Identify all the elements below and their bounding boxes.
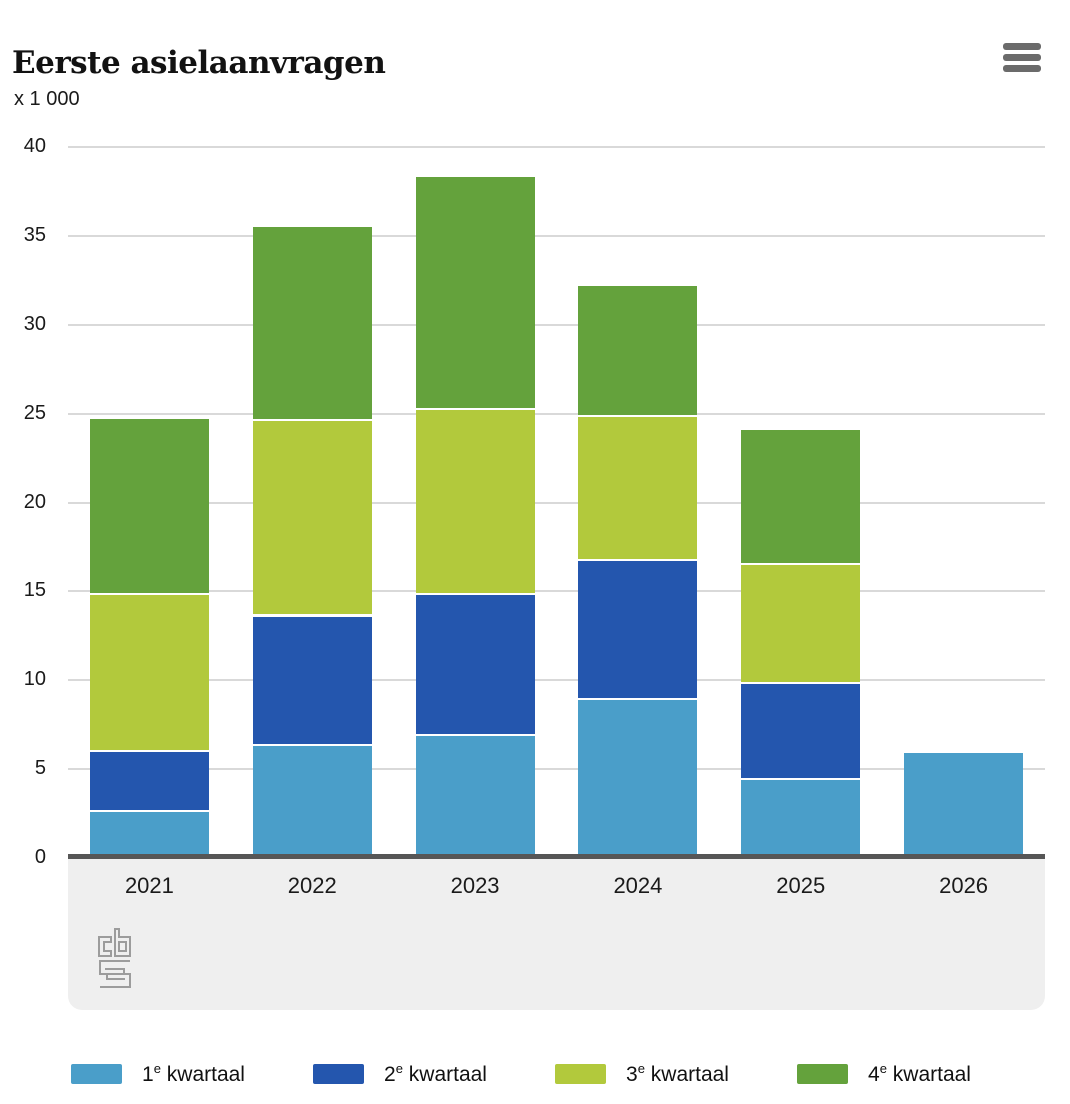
bar-segment[interactable] <box>89 810 209 858</box>
legend-item-kwartaal-3[interactable]: 3e kwartaal <box>555 1052 797 1096</box>
legend-item-kwartaal-4[interactable]: 4e kwartaal <box>797 1052 1039 1096</box>
y-axis-tick-label: 10 <box>23 668 46 691</box>
y-axis-tick-label: 40 <box>23 135 46 157</box>
bar-segment[interactable] <box>415 408 535 594</box>
legend-swatch <box>555 1064 606 1084</box>
legend-label: 3e kwartaal <box>626 1061 729 1086</box>
bar-segment[interactable] <box>415 177 535 409</box>
gridline <box>68 146 1045 148</box>
bar-segment[interactable] <box>252 227 372 419</box>
bar-segment[interactable] <box>415 593 535 734</box>
hamburger-bar <box>1003 65 1041 72</box>
hamburger-bar <box>1003 43 1041 50</box>
gridline <box>68 679 1045 682</box>
plot-area <box>68 146 1045 858</box>
legend-label: 4e kwartaal <box>868 1061 971 1086</box>
bar-segment[interactable] <box>741 778 861 858</box>
gridline <box>68 501 1045 504</box>
bar-segment[interactable] <box>578 698 698 858</box>
chart-legend: 1e kwartaal 2e kwartaal 3e kwartaal 4e kwar… <box>0 1052 1070 1096</box>
y-axis-tick-label: 15 <box>23 579 46 602</box>
x-axis-line <box>68 854 1045 859</box>
bar-segment[interactable] <box>89 749 209 811</box>
y-axis-tick-label: 5 <box>34 757 46 780</box>
x-axis-band: 2021 2022 2023 2024 2025 2026 <box>68 859 1045 1010</box>
bar-segment[interactable] <box>741 562 861 683</box>
bar-segment[interactable] <box>252 418 372 615</box>
x-axis-tick-label: 2026 <box>939 873 989 898</box>
bar-segment[interactable] <box>89 593 209 750</box>
x-axis-tick-label: 2025 <box>776 873 826 898</box>
bar-segment[interactable] <box>415 733 535 858</box>
bar-2023 <box>415 147 535 858</box>
legend-label: 1e kwartaal <box>142 1061 245 1086</box>
hamburger-menu-icon[interactable] <box>1003 43 1041 75</box>
gridline <box>68 323 1045 326</box>
bar-segment[interactable] <box>578 559 698 699</box>
gridline <box>68 590 1045 593</box>
bar-segment[interactable] <box>741 429 861 563</box>
bar-2022 <box>252 147 372 858</box>
gridline <box>68 412 1045 415</box>
cbs-logo <box>98 928 131 988</box>
legend-swatch <box>313 1064 364 1084</box>
y-axis-unit-label: x 1 000 <box>14 88 80 110</box>
y-axis-tick-label: 0 <box>34 846 46 868</box>
bar-segment[interactable] <box>89 418 209 594</box>
gridline <box>68 768 1045 771</box>
y-axis-tick-label: 30 <box>23 312 46 335</box>
x-axis-tick-label: 2024 <box>613 873 663 898</box>
legend-swatch <box>797 1064 848 1084</box>
x-axis-tick-label: 2021 <box>124 873 174 898</box>
legend-swatch <box>71 1064 122 1084</box>
bar-2025 <box>741 147 861 858</box>
legend-label: 2e kwartaal <box>384 1061 487 1086</box>
gridline <box>68 234 1045 237</box>
bar-segment[interactable] <box>741 682 861 779</box>
bar-2021 <box>89 147 209 858</box>
hamburger-bar <box>1003 54 1041 61</box>
x-axis-tick-label: 2023 <box>450 873 500 898</box>
y-axis-tick-label: 25 <box>23 401 46 424</box>
chart-title: Eerste asielaanvragen <box>12 44 386 81</box>
bar-2026 <box>904 147 1024 858</box>
bar-segment[interactable] <box>252 744 372 858</box>
x-axis-tick-label: 2022 <box>287 873 337 898</box>
bar-segment[interactable] <box>252 614 372 745</box>
bar-segment[interactable] <box>578 415 698 560</box>
y-axis-tick-label: 35 <box>23 223 46 246</box>
bar-2024 <box>578 147 698 858</box>
legend-item-kwartaal-1[interactable]: 1e kwartaal <box>71 1052 313 1096</box>
bar-segment[interactable] <box>578 285 698 416</box>
legend-item-kwartaal-2[interactable]: 2e kwartaal <box>313 1052 555 1096</box>
bar-segment[interactable] <box>904 753 1024 858</box>
y-axis-tick-label: 20 <box>23 490 46 513</box>
